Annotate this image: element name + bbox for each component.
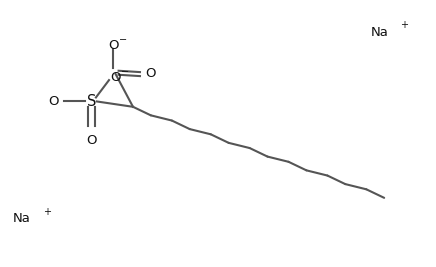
Text: −: − [119,34,127,45]
Text: O: O [145,68,156,80]
Text: O: O [108,39,119,52]
Text: Na: Na [371,26,388,38]
Text: O: O [48,95,59,108]
Text: S: S [87,94,96,109]
Text: O: O [110,71,121,84]
Text: +: + [43,207,51,217]
Text: +: + [400,20,408,30]
Text: Na: Na [13,213,31,225]
Text: −: − [121,66,129,77]
Text: O: O [86,134,97,147]
